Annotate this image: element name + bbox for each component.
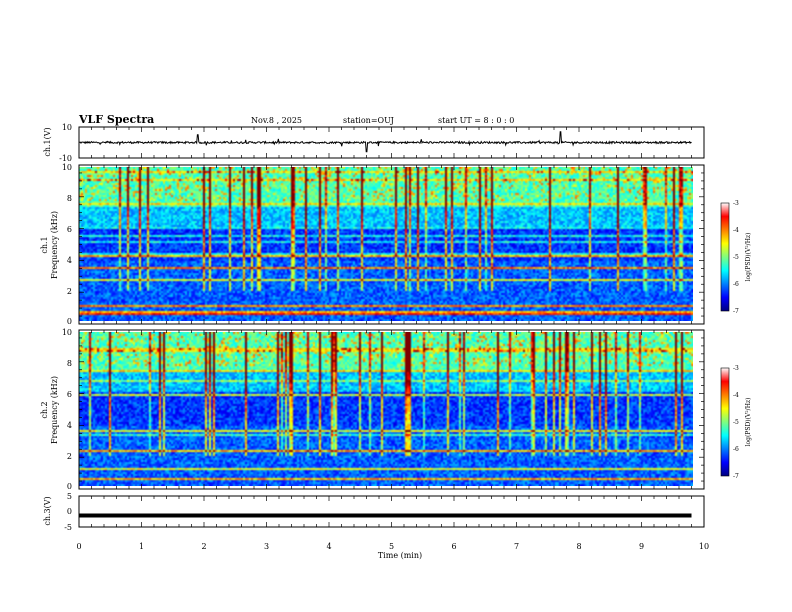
ch1-spec-ylabel: ch.1	[40, 236, 49, 253]
figure-title: VLF Spectra	[78, 113, 154, 126]
ch2-ytick-6: 6	[67, 390, 72, 399]
xtick-10: 10	[699, 542, 709, 551]
xtick-1: 1	[139, 542, 144, 551]
ch1-ytick-bottom: -10	[59, 154, 72, 163]
ch1-colorbar	[720, 202, 730, 312]
ch2-spec-ylabel-freq: Frequency (kHz)	[50, 376, 59, 444]
ch1-ytick-6: 6	[67, 225, 72, 234]
ch2-cb-tick-3: -3	[733, 365, 739, 372]
xtick-9: 9	[639, 542, 644, 551]
ch2-ytick-10: 10	[62, 328, 72, 337]
ch1-ytick-top: 10	[62, 123, 72, 132]
ch1-ytick-2: 2	[67, 287, 72, 296]
xtick-6: 6	[451, 542, 456, 551]
ch1-ytick-4: 4	[67, 256, 72, 265]
ch1-spectrogram-image	[79, 167, 693, 321]
start-time-label: start UT = 8 : 0 : 0	[438, 116, 514, 125]
ch2-cb-tick-6: -6	[733, 446, 739, 453]
ch3-ylabel: ch.3(V)	[43, 496, 52, 525]
axis-ticks	[78, 127, 705, 527]
x-axis-label: Time (min)	[378, 551, 422, 560]
ch3-ytick-minus5: -5	[64, 523, 72, 532]
xtick-5: 5	[389, 542, 394, 551]
ch1-colorbar-label: log(PSD)(V²/Hz)	[745, 233, 752, 282]
ch1-cb-tick-7: -7	[733, 308, 739, 315]
ch2-colorbar	[720, 367, 730, 477]
xtick-4: 4	[326, 542, 331, 551]
x-tick-labels: 0 1 2 3 4 5 6 7 8 9 10	[76, 542, 709, 551]
station-label: station=OUJ	[343, 116, 394, 125]
ch2-ytick-2: 2	[67, 452, 72, 461]
ch1-cb-tick-4: -4	[733, 227, 739, 234]
date-label: Nov.8 , 2025	[251, 116, 302, 125]
ch3-waveform-frame	[78, 495, 705, 528]
ch1-ytick-0: 0	[67, 317, 72, 326]
ch2-cb-tick-4: -4	[733, 392, 739, 399]
ch2-cb-tick-7: -7	[733, 473, 739, 480]
ch2-spec-ylabel: ch.2	[40, 401, 49, 418]
ch3-waveform-panel: 5 0 -5 ch.3(V)	[43, 492, 705, 532]
ch2-colorbar-label: log(PSD)(V²/Hz)	[745, 398, 752, 447]
ch2-spectrogram-panel: 0 2 4 6 8 10 ch.2 Frequency (kHz) -3 -4 …	[40, 328, 752, 491]
ch1-cb-tick-5: -5	[733, 254, 739, 261]
ch1-spectrogram-panel: 0 2 4 6 8 10 ch.1 Frequency (kHz) -3 -4 …	[40, 163, 752, 326]
ch3-ytick-0: 0	[67, 507, 72, 516]
ch2-ytick-8: 8	[67, 359, 72, 368]
xtick-8: 8	[576, 542, 581, 551]
ch2-spectrogram-image	[79, 332, 693, 486]
xtick-7: 7	[514, 542, 519, 551]
xtick-3: 3	[264, 542, 269, 551]
ch2-cb-tick-5: -5	[733, 419, 739, 426]
xtick-0: 0	[76, 542, 81, 551]
ch1-ylabel: ch.1(V)	[43, 127, 52, 156]
ch1-cb-tick-6: -6	[733, 281, 739, 288]
ch1-ytick-8: 8	[67, 194, 72, 203]
ch1-spec-ylabel-freq: Frequency (kHz)	[50, 211, 59, 279]
ch1-waveform-line	[78, 131, 692, 153]
xtick-2: 2	[201, 542, 206, 551]
ch2-ytick-4: 4	[67, 421, 72, 430]
ch2-ytick-0: 0	[67, 482, 72, 491]
ch1-waveform-panel: 10 -10 ch.1(V)	[43, 123, 705, 163]
ch1-cb-tick-3: -3	[733, 200, 739, 207]
ch3-ytick-5: 5	[67, 492, 72, 501]
ch1-ytick-10: 10	[62, 163, 72, 172]
